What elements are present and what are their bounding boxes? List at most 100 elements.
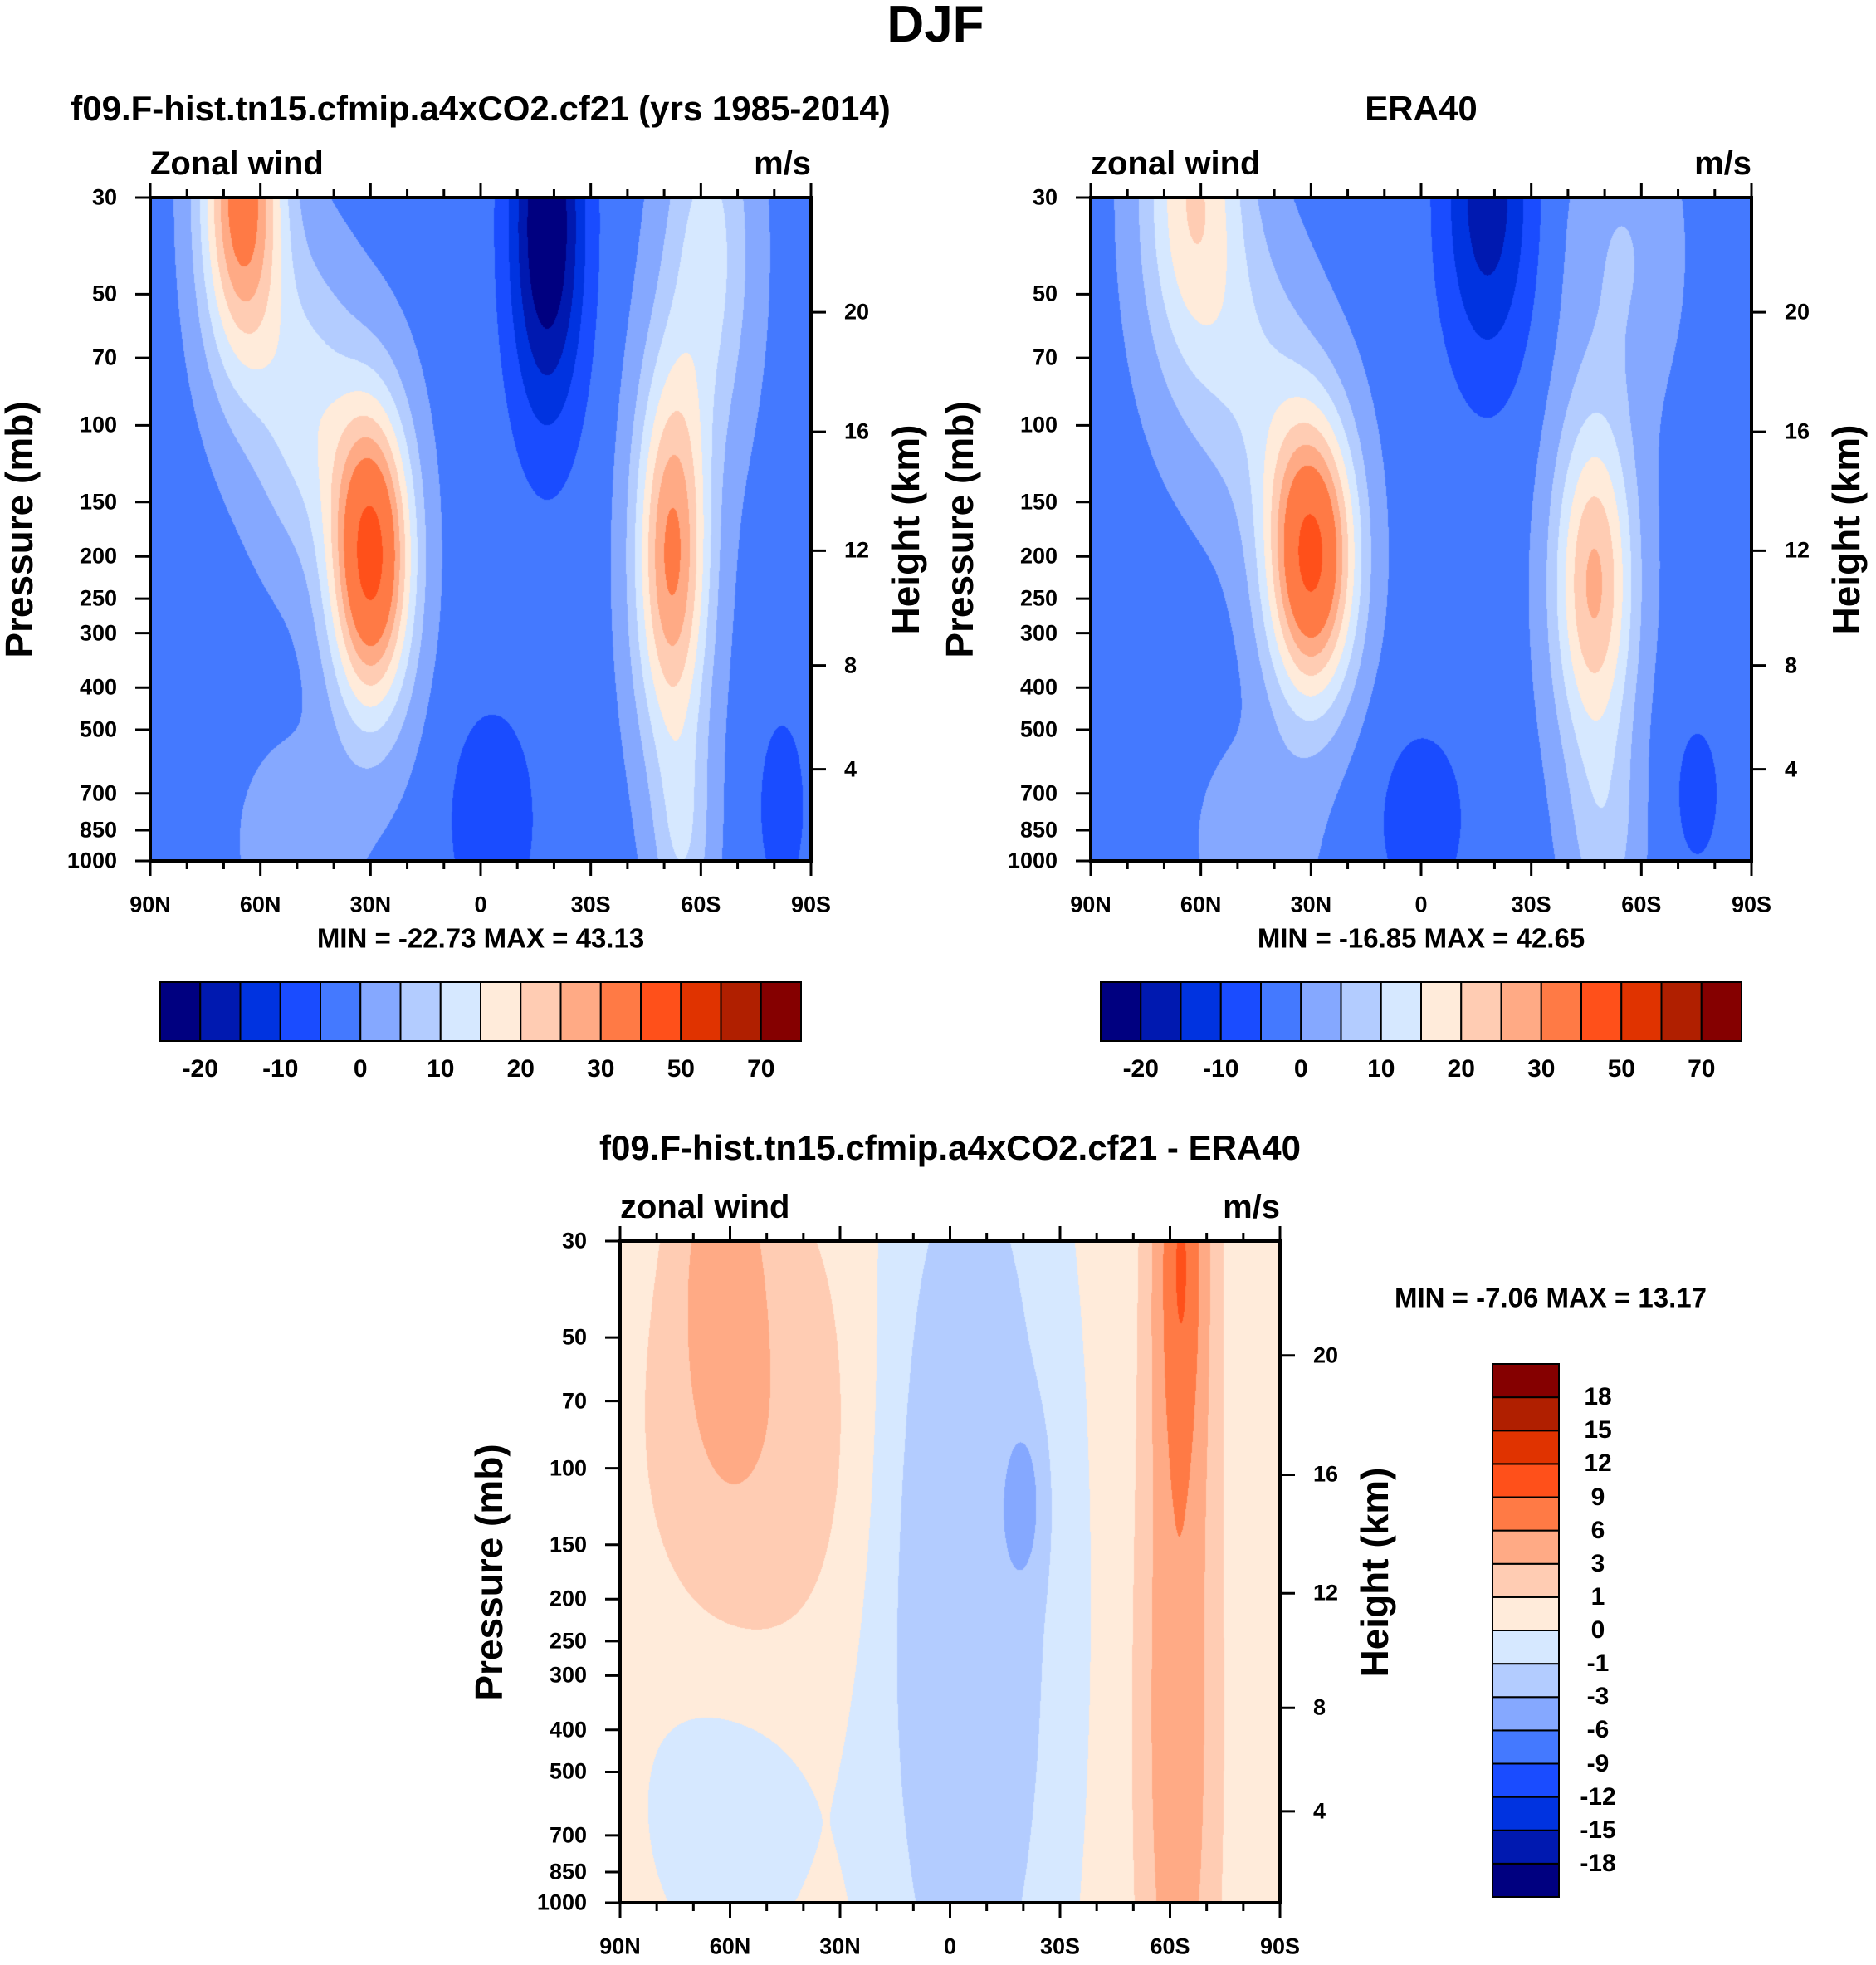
units-label: m/s xyxy=(754,145,811,182)
colorbar-box xyxy=(1492,1463,1560,1498)
panel-title: f09.F-hist.tn15.cfmip.a4xCO2.cf21 (yrs 1… xyxy=(71,89,891,128)
min-max-label: MIN = -22.73 MAX = 43.13 xyxy=(316,922,645,954)
y-tick-label: 850 xyxy=(1019,817,1058,843)
x-tick-label: 60S xyxy=(681,892,721,917)
y-tick-label: 300 xyxy=(549,1662,587,1688)
y-tick-label: 700 xyxy=(549,1822,587,1848)
height-tick-label: 16 xyxy=(1313,1461,1339,1487)
colorbar-label: 15 xyxy=(1584,1416,1612,1444)
y-tick-label: 70 xyxy=(1032,345,1058,370)
colorbar-label: 3 xyxy=(1590,1549,1605,1577)
colorbar-label: 0 xyxy=(353,1055,368,1083)
x-tick-label: 0 xyxy=(474,892,487,917)
x-tick-label: 30S xyxy=(1039,1933,1081,1959)
x-tick-label: 30N xyxy=(349,892,392,917)
y-tick-label: 1000 xyxy=(66,848,117,873)
colorbar-box xyxy=(1492,1663,1560,1699)
colorbar-label: 12 xyxy=(1584,1449,1612,1478)
contour-fill-1 xyxy=(1091,198,1751,861)
colorbar-box xyxy=(359,981,402,1042)
variable-label: zonal wind xyxy=(1091,145,1261,182)
colorbar-box xyxy=(1500,981,1542,1042)
colorbar-label: -10 xyxy=(262,1055,299,1083)
x-tick-label: 90N xyxy=(129,892,171,917)
y-tick-label: 250 xyxy=(549,1628,587,1654)
colorbar-box xyxy=(1492,1829,1560,1865)
y-tick-label: 50 xyxy=(1032,281,1058,306)
colorbar-label: 30 xyxy=(1527,1055,1556,1083)
y-tick-label: 700 xyxy=(79,780,117,806)
height-tick-label: 12 xyxy=(1785,537,1810,563)
plot-frame xyxy=(618,1239,1282,1904)
colorbar-box xyxy=(1492,1562,1560,1598)
colorbar-label: 20 xyxy=(1447,1055,1475,1083)
colorbar-box xyxy=(1180,981,1222,1042)
x-tick-label: 60N xyxy=(709,1933,751,1959)
y-tick-label: 50 xyxy=(561,1324,587,1350)
height-tick-label: 20 xyxy=(1785,299,1810,325)
height-axis-title: Height (km) xyxy=(1353,1467,1396,1677)
colorbar-label: -15 xyxy=(1580,1816,1616,1844)
colorbar-box xyxy=(1492,1596,1560,1631)
figure-title: DJF xyxy=(887,0,984,53)
x-tick-label: 90S xyxy=(1259,1933,1301,1959)
colorbar-label: 1 xyxy=(1590,1582,1605,1611)
colorbar-box xyxy=(720,981,762,1042)
colorbar-label: -9 xyxy=(1586,1749,1610,1777)
height-tick-label: 8 xyxy=(1785,653,1798,678)
colorbar-label: -20 xyxy=(182,1055,218,1083)
y-tick-label: 200 xyxy=(1019,543,1058,569)
height-tick-label: 16 xyxy=(844,418,870,444)
variable-label: zonal wind xyxy=(620,1189,790,1225)
colorbar-label: 50 xyxy=(1607,1055,1635,1083)
colorbar-box xyxy=(1340,981,1382,1042)
x-tick-label: 30N xyxy=(819,1933,861,1959)
colorbar-box xyxy=(1492,1496,1560,1532)
colorbar-box xyxy=(279,981,321,1042)
colorbar-label: -1 xyxy=(1586,1650,1610,1678)
colorbar-box xyxy=(1140,981,1182,1042)
contour-fill-2 xyxy=(620,1241,1280,1903)
colorbar-box xyxy=(760,981,802,1042)
colorbar-box xyxy=(1492,1363,1560,1399)
colorbar-box xyxy=(399,981,442,1042)
colorbar-label: 70 xyxy=(1688,1055,1716,1083)
panel-title: ERA40 xyxy=(1365,89,1478,128)
colorbar-box xyxy=(1492,1696,1560,1732)
y-tick-label: 500 xyxy=(1019,716,1058,742)
colorbar-box xyxy=(1492,1762,1560,1798)
units-label: m/s xyxy=(1694,145,1751,182)
y-tick-label: 150 xyxy=(549,1532,587,1557)
x-tick-label: 0 xyxy=(1414,892,1428,917)
height-tick-label: 20 xyxy=(844,299,870,325)
y-tick-label: 400 xyxy=(79,674,117,700)
y-tick-label: 300 xyxy=(1019,620,1058,646)
colorbar-box xyxy=(439,981,481,1042)
colorbar-label: 50 xyxy=(667,1055,695,1083)
colorbar-label: 20 xyxy=(506,1055,535,1083)
y-tick-label: 150 xyxy=(79,489,117,515)
height-tick-label: 20 xyxy=(1313,1342,1339,1368)
x-tick-label: 30N xyxy=(1290,892,1332,917)
x-tick-label: 60S xyxy=(1150,1933,1190,1959)
pressure-axis-title: Pressure (mb) xyxy=(467,1443,511,1701)
y-tick-label: 70 xyxy=(561,1388,587,1414)
x-tick-label: 60N xyxy=(1180,892,1222,917)
units-label: m/s xyxy=(1223,1189,1280,1225)
colorbar-box xyxy=(239,981,281,1042)
colorbar-label: -12 xyxy=(1580,1782,1616,1811)
y-tick-label: 30 xyxy=(1032,184,1058,210)
y-tick-label: 700 xyxy=(1019,780,1058,806)
min-max-label: MIN = -7.06 MAX = 13.17 xyxy=(1394,1282,1707,1313)
colorbar-label: -18 xyxy=(1580,1849,1616,1877)
colorbar-box xyxy=(1219,981,1262,1042)
colorbar-label: 70 xyxy=(747,1055,775,1083)
variable-label: Zonal wind xyxy=(150,145,324,182)
colorbar-box xyxy=(640,981,682,1042)
y-tick-label: 250 xyxy=(79,585,117,611)
colorbar-box xyxy=(1492,1396,1560,1432)
y-tick-label: 200 xyxy=(549,1586,587,1611)
height-tick-label: 16 xyxy=(1785,418,1810,444)
colorbar-box xyxy=(520,981,562,1042)
